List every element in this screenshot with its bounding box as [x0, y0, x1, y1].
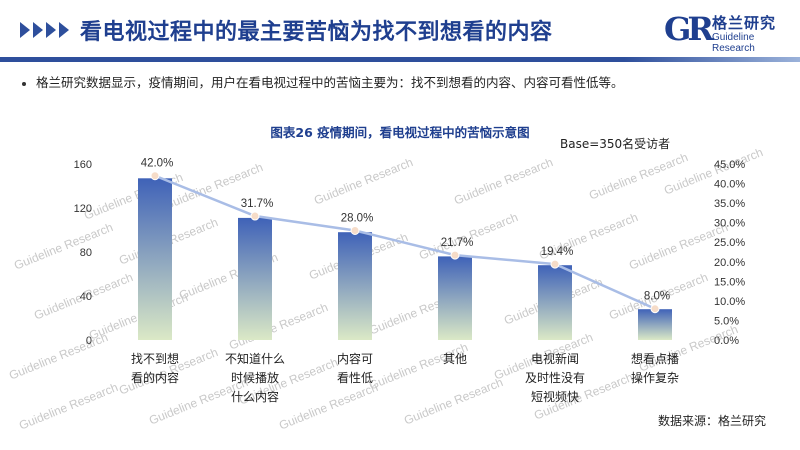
category-label: 及时性没有 [525, 370, 585, 385]
chevron-right-icon [20, 22, 30, 38]
category-label: 短视频快 [531, 389, 579, 404]
category-label: 看的内容 [131, 370, 179, 385]
chevron-icons [20, 22, 72, 38]
percent-label: 8.0% [644, 291, 670, 303]
percent-label: 28.0% [341, 212, 374, 224]
percent-label: 19.4% [541, 246, 574, 258]
bullet-dot-icon [22, 81, 26, 86]
logo-cn-text: 格兰研究 [712, 14, 777, 32]
watermark-text: Guideline Research [7, 330, 110, 382]
watermark-text: Guideline Research [312, 155, 415, 207]
data-source: 数据来源：格兰研究 [657, 414, 766, 428]
page-title: 看电视过程中的最主要苦恼为找不到想看的内容 [80, 20, 553, 45]
summary-bullet: 格兰研究数据显示，疫情期间，用户在看电视过程中的苦恼主要为：找不到想看的内容、内… [22, 72, 624, 91]
percent-marker [250, 211, 260, 221]
bar [538, 265, 572, 340]
category-label: 找不到想 [131, 351, 179, 366]
y-tick-label: 120 [74, 203, 92, 215]
y2-tick-label: 10.0% [714, 296, 745, 308]
watermark-text: Guideline Research [367, 340, 470, 392]
y2-tick-label: 5.0% [714, 315, 739, 327]
percent-label: 31.7% [241, 198, 274, 210]
percent-marker [450, 250, 460, 260]
y2-tick-label: 15.0% [714, 276, 745, 288]
bar [138, 178, 172, 340]
logo: GR 格兰研究 Guideline Research [664, 8, 794, 54]
watermark-text: Guideline Research [12, 220, 115, 272]
watermark-text: Guideline Research [402, 375, 505, 427]
y2-tick-label: 35.0% [714, 198, 745, 210]
bar [438, 256, 472, 340]
y2-tick-label: 20.0% [714, 257, 745, 269]
percent-marker [350, 225, 360, 235]
category-label: 其他 [443, 352, 467, 366]
logo-mark: GR [664, 10, 714, 48]
logo-en-text: Guideline Research [712, 32, 755, 54]
watermark-text: Guideline Research [452, 155, 555, 207]
category-label: 什么内容 [231, 389, 279, 404]
header-divider [0, 57, 800, 62]
category-label: 内容可 [337, 351, 373, 366]
percent-marker [150, 171, 160, 181]
y-tick-label: 0 [86, 335, 92, 347]
y-tick-label: 40 [80, 291, 92, 303]
category-label: 时候播放 [231, 370, 279, 385]
category-label: 不知道什么 [225, 352, 285, 366]
header-bar: 看电视过程中的最主要苦恼为找不到想看的内容 GR 格兰研究 Guideline … [0, 0, 800, 62]
category-label: 操作复杂 [631, 370, 679, 385]
percent-label: 42.0% [141, 158, 174, 170]
chevron-right-icon [59, 22, 69, 38]
y2-tick-label: 0.0% [714, 335, 739, 347]
summary-text: 格兰研究数据显示，疫情期间，用户在看电视过程中的苦恼主要为：找不到想看的内容、内… [36, 75, 624, 90]
percent-marker [550, 259, 560, 269]
y-tick-label: 160 [74, 159, 92, 171]
bar [238, 217, 272, 340]
watermark-text: Guideline Research [277, 380, 380, 432]
chart-title: 图表26 疫情期间，看电视过程中的苦恼示意图 [270, 125, 530, 140]
percent-label: 21.7% [441, 237, 474, 249]
bar [638, 309, 672, 340]
y2-tick-label: 40.0% [714, 179, 745, 191]
category-label: 看性低 [337, 371, 373, 385]
percent-marker [650, 304, 660, 314]
category-label: 电视新闻 [531, 351, 579, 366]
watermark-text: Guideline Research [587, 150, 690, 202]
y-tick-label: 80 [80, 247, 92, 259]
chevron-right-icon [46, 22, 56, 38]
base-note: Base=350名受访者 [560, 137, 671, 151]
watermark-text: Guideline Research [17, 380, 120, 432]
y2-tick-label: 25.0% [714, 237, 745, 249]
percent-line [154, 174, 656, 310]
bar [338, 232, 372, 340]
chevron-right-icon [33, 22, 43, 38]
y2-tick-label: 30.0% [714, 218, 745, 230]
y2-tick-label: 45.0% [714, 159, 745, 171]
category-label: 想看点播 [631, 351, 679, 366]
